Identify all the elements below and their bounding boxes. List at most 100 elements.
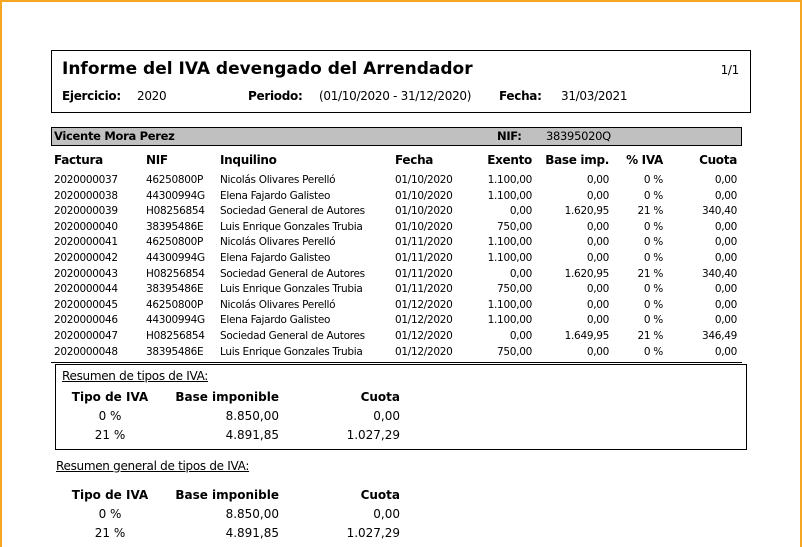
table-cell: 0,00 bbox=[586, 236, 609, 249]
periodo-value: (01/10/2020 - 31/12/2020) bbox=[319, 89, 472, 103]
table-cell: 750,00 bbox=[497, 220, 532, 233]
summary-header: Cuota bbox=[360, 390, 400, 404]
summary-header: Base imponible bbox=[175, 390, 279, 404]
table-cell: 21 % bbox=[637, 330, 664, 342]
table-cell: 1.100,00 bbox=[487, 189, 533, 202]
summary-header: Cuota bbox=[360, 488, 400, 502]
table-cell: 0,00 bbox=[509, 330, 532, 342]
table-cell: 0,00 bbox=[714, 174, 737, 186]
table-cell: 01/10/2020 bbox=[395, 205, 453, 218]
table-cell: 01/11/2020 bbox=[395, 267, 453, 280]
table-cell: 0,00 bbox=[586, 345, 609, 358]
table-cell: 21 % bbox=[637, 205, 664, 218]
table-cell: 46250800P bbox=[146, 298, 204, 311]
table-cell: 44300994G bbox=[146, 252, 205, 264]
summary-cell: 8.850,00 bbox=[225, 507, 279, 521]
table-cell: 1.100,00 bbox=[487, 252, 533, 264]
summary-title: Resumen de tipos de IVA: bbox=[62, 369, 209, 383]
table-cell: 2020000042 bbox=[54, 252, 118, 264]
ejercicio-value: 2020 bbox=[137, 89, 167, 103]
column-header: Fecha bbox=[395, 153, 434, 167]
table-cell: 0,00 bbox=[509, 267, 532, 280]
table-cell: 1.100,00 bbox=[487, 298, 533, 311]
table-cell: 0,00 bbox=[714, 298, 737, 311]
table-cell: Elena Fajardo Galisteo bbox=[220, 314, 331, 327]
table-cell: 750,00 bbox=[497, 283, 532, 296]
table-cell: 44300994G bbox=[146, 189, 205, 202]
table-cell: 0 % bbox=[643, 236, 663, 249]
table-cell: 2020000044 bbox=[54, 283, 118, 296]
table-cell: 46250800P bbox=[146, 236, 204, 249]
table-cell: 01/11/2020 bbox=[395, 236, 453, 249]
table-cell: Nicolás Olivares Perelló bbox=[220, 298, 336, 311]
summary-cell: 0 % bbox=[98, 409, 122, 423]
summary-header: Base imponible bbox=[175, 488, 279, 502]
table-cell: 0 % bbox=[643, 298, 663, 311]
owner-nif: 38395020Q bbox=[546, 129, 611, 143]
table-cell: H08256854 bbox=[146, 330, 205, 342]
table-cell: 0,00 bbox=[586, 220, 609, 233]
table-cell: 1.100,00 bbox=[487, 236, 533, 249]
table-cell: Elena Fajardo Galisteo bbox=[220, 252, 331, 264]
table-cell: 750,00 bbox=[497, 345, 532, 358]
owner-bar bbox=[51, 127, 742, 146]
summary-box bbox=[55, 364, 747, 450]
summary-cell: 4.891,85 bbox=[225, 428, 279, 442]
general-summary-title: Resumen general de tipos de IVA: bbox=[56, 459, 250, 473]
table-cell: 2020000048 bbox=[54, 345, 118, 358]
table-cell: 2020000040 bbox=[54, 220, 118, 233]
table-cell: Luis Enrique Gonzales Trubia bbox=[220, 283, 363, 296]
summary-cell: 0,00 bbox=[373, 409, 400, 423]
summary-cell: 21 % bbox=[94, 428, 126, 442]
table-cell: Elena Fajardo Galisteo bbox=[220, 189, 331, 202]
table-cell: 1.649,95 bbox=[564, 330, 610, 342]
table-cell: H08256854 bbox=[146, 267, 205, 280]
table-cell: 0,00 bbox=[586, 189, 609, 202]
table-cell: Nicolás Olivares Perelló bbox=[220, 174, 336, 186]
periodo-label: Periodo: bbox=[248, 89, 303, 103]
table-cell: 38395486E bbox=[146, 220, 204, 233]
table-cell: 0,00 bbox=[714, 220, 737, 233]
table-cell: 1.620,95 bbox=[564, 205, 610, 218]
table-cell: 0,00 bbox=[714, 314, 737, 327]
table-cell: 44300994G bbox=[146, 314, 205, 327]
summary-cell: 8.850,00 bbox=[225, 409, 279, 423]
table-cell: 01/10/2020 bbox=[395, 189, 453, 202]
table-cell: 01/11/2020 bbox=[395, 283, 453, 296]
column-header: % IVA bbox=[626, 153, 663, 167]
ejercicio-label: Ejercicio: bbox=[62, 89, 121, 103]
column-header: Exento bbox=[487, 153, 532, 167]
table-cell: 2020000045 bbox=[54, 298, 118, 311]
table-cell: 0 % bbox=[643, 283, 663, 296]
table-cell: 0,00 bbox=[714, 283, 737, 296]
table-cell: 01/12/2020 bbox=[395, 314, 453, 327]
summary-header: Tipo de IVA bbox=[71, 488, 149, 502]
table-cell: Nicolás Olivares Perelló bbox=[220, 236, 336, 249]
summary-cell: 21 % bbox=[94, 526, 126, 540]
table-cell: 0,00 bbox=[714, 345, 737, 358]
table-cell: 38395486E bbox=[146, 283, 204, 296]
table-cell: 2020000038 bbox=[54, 189, 118, 202]
summary-cell: 0 % bbox=[98, 507, 122, 521]
table-cell: 0,00 bbox=[586, 174, 609, 186]
summary-header: Tipo de IVA bbox=[71, 390, 149, 404]
table-cell: Luis Enrique Gonzales Trubia bbox=[220, 220, 363, 233]
summary-cell: 1.027,29 bbox=[346, 526, 400, 540]
summary-cell: 0,00 bbox=[373, 507, 400, 521]
table-cell: Sociedad General de Autores bbox=[220, 267, 365, 280]
table-cell: Sociedad General de Autores bbox=[220, 205, 365, 218]
table-cell: 0,00 bbox=[586, 298, 609, 311]
table-cell: 01/12/2020 bbox=[395, 298, 453, 311]
table-cell: 340,40 bbox=[702, 267, 737, 280]
column-header: Base imp. bbox=[545, 153, 609, 167]
table-cell: 340,40 bbox=[702, 205, 737, 218]
table-cell: 2020000039 bbox=[54, 205, 118, 218]
page-number: 1/1 bbox=[720, 63, 740, 77]
table-cell: 21 % bbox=[637, 267, 664, 280]
table-cell: Luis Enrique Gonzales Trubia bbox=[220, 345, 363, 358]
table-cell: 0,00 bbox=[586, 283, 609, 296]
table-cell: 2020000047 bbox=[54, 330, 118, 342]
table-cell: 1.100,00 bbox=[487, 314, 533, 327]
table-cell: 0 % bbox=[643, 174, 663, 186]
